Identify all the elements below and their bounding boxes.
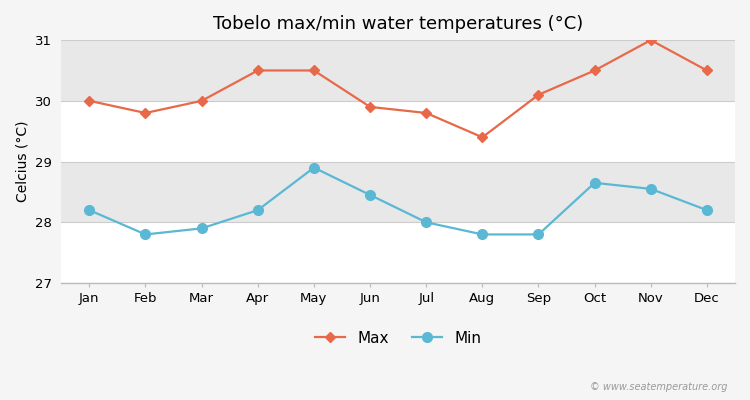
Bar <box>62 222 735 283</box>
Min <box>534 232 543 237</box>
Max <box>478 135 487 140</box>
Min <box>422 220 430 225</box>
Max <box>141 110 150 115</box>
Max <box>534 92 543 97</box>
Max <box>85 98 94 103</box>
Max <box>422 110 430 115</box>
Min <box>646 186 656 191</box>
Line: Min: Min <box>85 163 712 239</box>
Max <box>365 104 374 109</box>
Min <box>141 232 150 237</box>
Bar <box>62 162 735 222</box>
Min <box>254 208 262 212</box>
Max <box>646 38 656 42</box>
Text: © www.seatemperature.org: © www.seatemperature.org <box>590 382 728 392</box>
Max <box>310 68 319 73</box>
Min <box>365 192 374 197</box>
Max <box>254 68 262 73</box>
Max <box>703 68 712 73</box>
Min <box>478 232 487 237</box>
Min <box>703 208 712 212</box>
Title: Tobelo max/min water temperatures (°C): Tobelo max/min water temperatures (°C) <box>213 15 584 33</box>
Legend: Max, Min: Max, Min <box>308 325 488 352</box>
Bar <box>62 101 735 162</box>
Line: Max: Max <box>86 37 710 141</box>
Y-axis label: Celcius (°C): Celcius (°C) <box>15 121 29 202</box>
Min <box>310 165 319 170</box>
Min <box>197 226 206 231</box>
Bar <box>62 40 735 101</box>
Max <box>197 98 206 103</box>
Min <box>590 180 599 185</box>
Min <box>85 208 94 212</box>
Max <box>590 68 599 73</box>
